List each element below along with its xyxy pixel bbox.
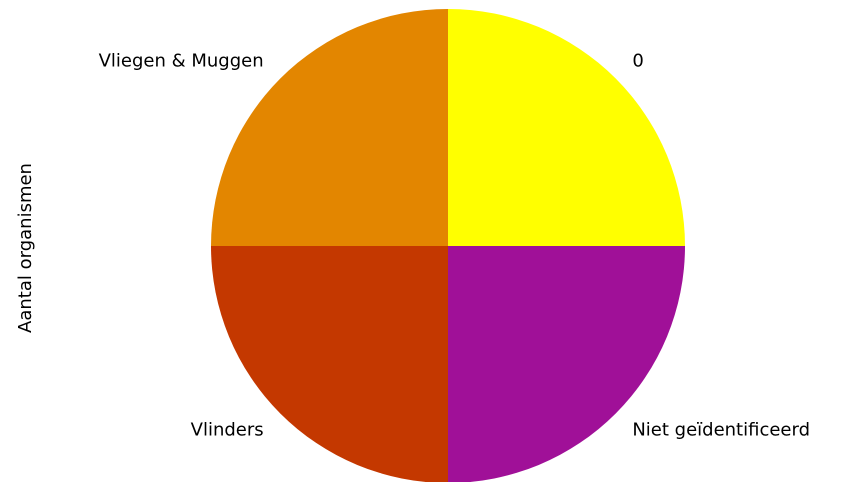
pie-slice [211,246,448,482]
pie-slice-label: Niet geïdentificeerd [632,419,810,440]
pie-labels: 0 Vliegen & Muggen Vlinders Niet geïdentifi… [99,51,810,441]
pie-slices [211,9,685,482]
y-axis-label: Aantal organismen [15,163,36,333]
pie-slice [448,9,685,246]
pie-slice [448,246,685,482]
pie-slice [211,9,448,246]
pie-slice-label: 0 [632,51,643,72]
pie-slice-label: Vliegen & Muggen [99,51,264,72]
pie-slice-label: Vlinders [191,419,264,440]
